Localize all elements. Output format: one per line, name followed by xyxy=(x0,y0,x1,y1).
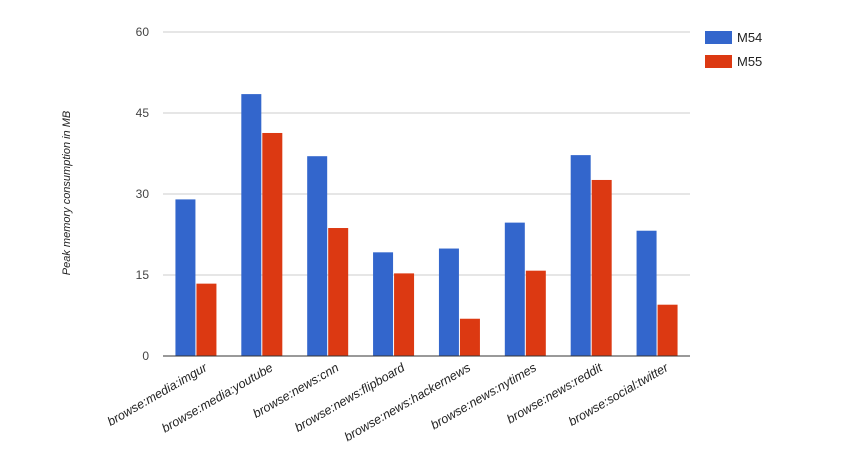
bar-m55 xyxy=(262,132,283,356)
bar-m55 xyxy=(394,273,415,356)
x-tick-label: browse:news:hackernews xyxy=(342,360,473,444)
legend: M54 M55 xyxy=(705,30,762,69)
bar-m55 xyxy=(328,228,349,356)
bar-m54 xyxy=(438,248,459,356)
legend-swatch-m55 xyxy=(705,55,732,68)
bar-m55 xyxy=(657,304,678,356)
y-tick-label: 60 xyxy=(136,25,150,39)
bar-m54 xyxy=(175,199,196,356)
x-tick-label: browse:news:flipboard xyxy=(292,360,408,435)
y-tick-label: 15 xyxy=(136,268,150,282)
y-tick-label: 45 xyxy=(136,106,150,120)
bar-m55 xyxy=(591,179,612,356)
x-tick-label: browse:news:nytimes xyxy=(428,360,538,432)
bar-m54 xyxy=(373,252,394,356)
legend-label-m54: M54 xyxy=(737,30,762,45)
bar-m54 xyxy=(307,156,328,356)
y-tick-label: 0 xyxy=(142,349,149,363)
bar-m55 xyxy=(459,318,480,356)
bar-m54 xyxy=(504,222,525,356)
bar-m54 xyxy=(241,94,262,356)
legend-swatch-m54 xyxy=(705,31,732,44)
bar-m54 xyxy=(636,230,657,356)
bar-m55 xyxy=(196,283,217,356)
y-tick-label: 30 xyxy=(136,187,150,201)
legend-label-m55: M55 xyxy=(737,54,762,69)
x-tick-label: browse:media:youtube xyxy=(159,360,275,435)
bars xyxy=(175,94,678,356)
bar-m54 xyxy=(570,155,591,356)
y-axis-label: Peak memory consumption in MB xyxy=(61,111,73,275)
bar-m55 xyxy=(525,270,546,356)
